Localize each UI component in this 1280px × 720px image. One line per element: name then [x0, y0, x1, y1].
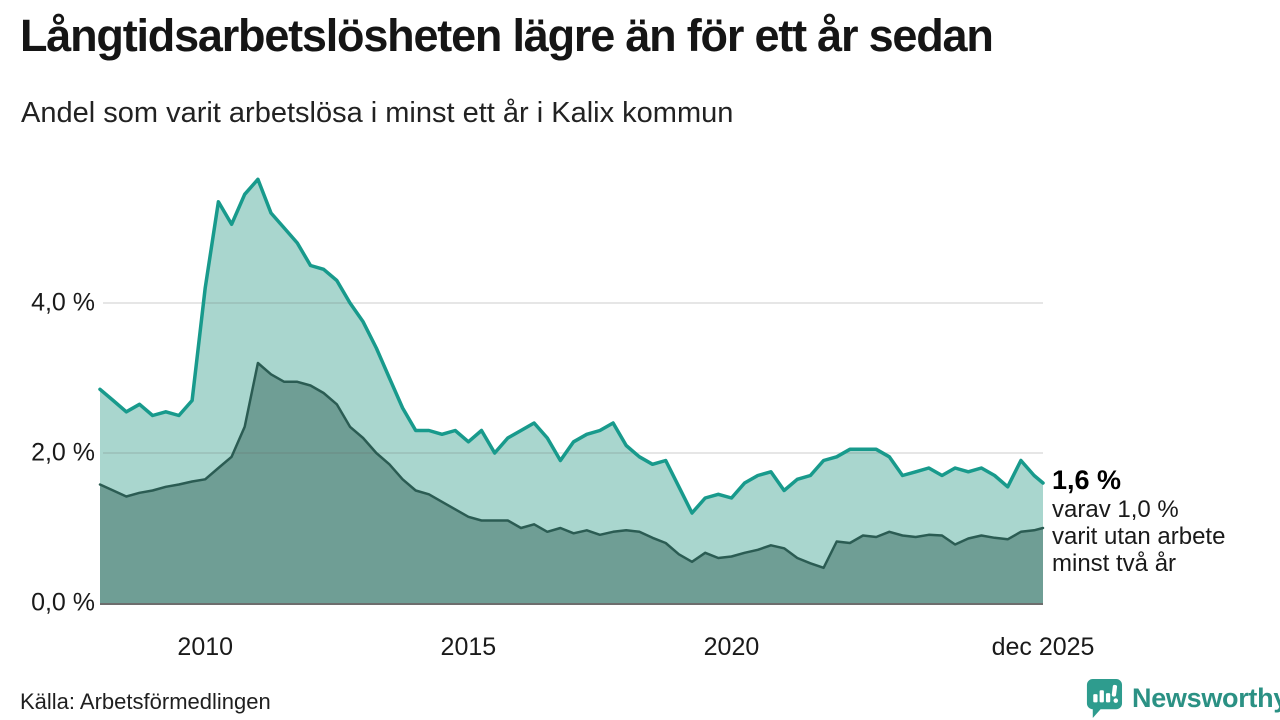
- x-axis-label-2010: 2010: [177, 633, 234, 661]
- annotation-line-1: varav 1,0 %: [1052, 496, 1179, 523]
- annotation-line-3: minst två år: [1052, 550, 1177, 577]
- annotation-line-2: varit utan arbete: [1052, 523, 1226, 550]
- x-axis-label-2020: 2020: [703, 633, 760, 661]
- y-axis-label-2: 2,0 %: [31, 438, 95, 467]
- bar-chart-speech-bubble-icon: [1086, 678, 1123, 718]
- x-axis-label-2015: 2015: [440, 633, 497, 661]
- y-axis-label-0: 0,0 %: [31, 588, 95, 617]
- page-title: Långtidsarbetslösheten lägre än för ett …: [20, 10, 994, 61]
- y-axis-label-4: 4,0 %: [31, 288, 95, 317]
- newsworthy-logo: Newsworthy: [1084, 677, 1280, 719]
- newsworthy-logo-text: Newsworthy: [1132, 682, 1280, 713]
- source-credit: Källa: Arbetsförmedlingen: [20, 689, 271, 714]
- x-axis-label-dec-2025: dec 2025: [991, 633, 1095, 661]
- endpoint-annotation: 1,6 % varav 1,0 % varit utan arbete mins…: [1052, 465, 1267, 577]
- endpoint-value: 1,6 %: [1052, 465, 1122, 495]
- chart-subtitle: Andel som varit arbetslösa i minst ett å…: [21, 97, 734, 129]
